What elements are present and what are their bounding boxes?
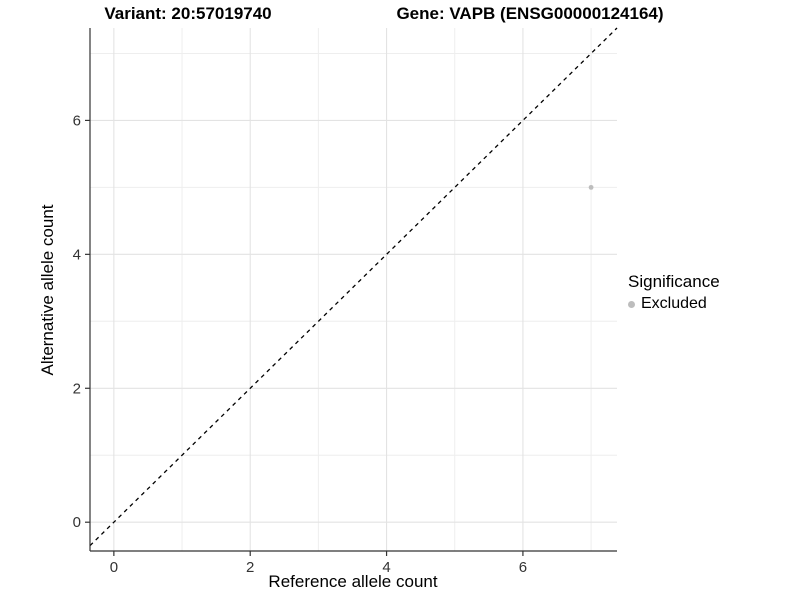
legend: Significance Excluded [628,272,720,313]
y-tick-label: 4 [73,246,81,263]
plot-title-variant: Variant: 20:57019740 [104,4,272,23]
data-point [588,184,594,190]
legend-item-label: Excluded [641,295,707,312]
x-tick-label: 0 [110,559,118,576]
x-tick-label: 2 [246,559,254,576]
y-tick-label: 2 [73,380,81,397]
excluded-dot-icon [628,300,635,308]
x-axis-title: Reference allele count [268,572,438,591]
y-tick-label: 6 [73,112,81,129]
identity-line [89,27,618,547]
y-axis-title: Alternative allele count [38,204,57,376]
y-tick-label: 0 [73,514,81,531]
x-tick-label: 4 [382,559,390,576]
x-tick-label: 6 [519,559,527,576]
legend-item-excluded: Excluded [628,295,720,313]
plot-title-gene: Gene: VAPB (ENSG00000124164) [396,4,664,23]
legend-title: Significance [628,272,720,291]
